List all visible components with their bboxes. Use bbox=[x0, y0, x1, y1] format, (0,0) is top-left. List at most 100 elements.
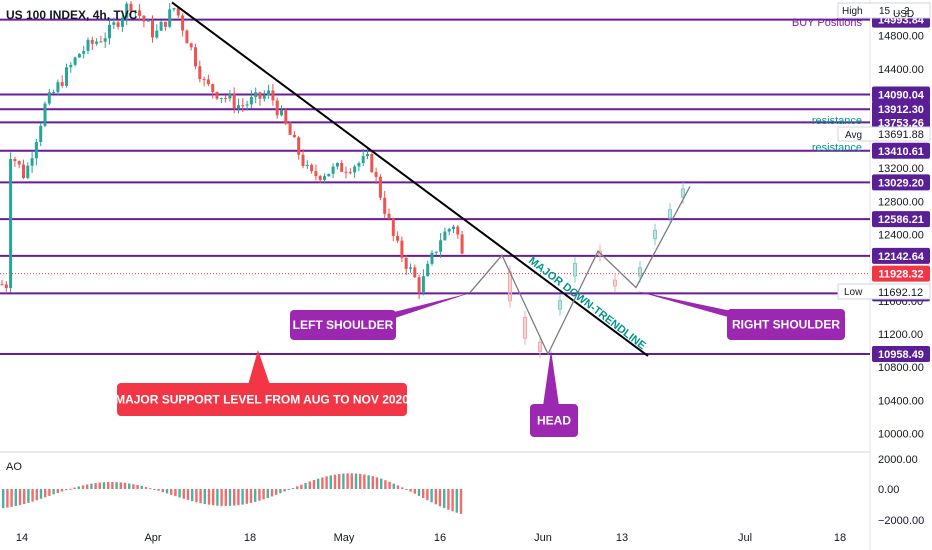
ao-bar bbox=[291, 488, 295, 490]
up-candle bbox=[228, 90, 232, 102]
ao-bar bbox=[249, 489, 253, 503]
candle-body bbox=[232, 94, 236, 109]
candle-body bbox=[77, 53, 81, 58]
down-candle bbox=[310, 163, 314, 174]
candle-body bbox=[129, 3, 133, 12]
candle-body bbox=[314, 171, 318, 177]
level-tag-label: 13029.20 bbox=[878, 177, 924, 189]
up-candle bbox=[331, 163, 335, 178]
level-tag bbox=[872, 142, 930, 159]
candles bbox=[0, 1, 685, 359]
candle-body bbox=[443, 231, 447, 241]
ao-bar bbox=[195, 489, 198, 503]
ao-bar bbox=[128, 483, 131, 489]
down-candle bbox=[176, 7, 180, 19]
price-axis[interactable]: 14800.0014400.0013600.0013200.0012800.00… bbox=[837, 2, 931, 527]
up-candle bbox=[335, 162, 339, 170]
ao-bar bbox=[296, 486, 299, 489]
up-candle bbox=[108, 17, 111, 45]
candle-body bbox=[370, 153, 374, 173]
candle-body bbox=[348, 172, 352, 174]
ao-bar bbox=[203, 489, 206, 505]
head-callout: HEAD bbox=[530, 350, 578, 437]
up-candle bbox=[103, 32, 107, 49]
ao-bar bbox=[304, 483, 307, 489]
ao-tick-label: 0.00 bbox=[878, 484, 899, 496]
time-axis[interactable]: 14 Apr 18 May 16 Jun 13 Jul 18 bbox=[16, 532, 846, 544]
left-shoulder-callout-label: LEFT SHOULDER bbox=[293, 318, 394, 332]
candle-body bbox=[39, 125, 43, 143]
candle-body bbox=[417, 277, 421, 293]
candle-body bbox=[668, 209, 672, 219]
ao-bar bbox=[44, 489, 47, 498]
annotations: US 100 INDEX, 4h, TVC BUY Positions resist… bbox=[6, 8, 862, 437]
up-candle bbox=[30, 151, 34, 173]
candle-body bbox=[138, 10, 142, 16]
price-tick-label: 10000.00 bbox=[878, 428, 924, 440]
ao-bar bbox=[312, 480, 316, 489]
up-candle bbox=[73, 56, 77, 67]
candle-body bbox=[573, 263, 577, 277]
high-label: High bbox=[842, 6, 863, 17]
ao-bar bbox=[388, 481, 391, 489]
up-candle bbox=[52, 89, 56, 94]
up-candle bbox=[434, 251, 438, 256]
down-candle bbox=[129, 1, 133, 16]
candle-body bbox=[146, 20, 150, 22]
down-candle bbox=[142, 14, 146, 28]
price-tick-label: 11200.00 bbox=[878, 329, 923, 341]
candle-body bbox=[95, 41, 99, 44]
candle-body bbox=[172, 8, 176, 10]
up-candle bbox=[305, 160, 309, 169]
ao-bar bbox=[241, 489, 244, 505]
candle-body bbox=[159, 21, 163, 31]
ao-bar bbox=[6, 489, 9, 508]
projected-up-candle bbox=[573, 256, 577, 283]
support-callout-pointer bbox=[248, 350, 270, 385]
candle-body bbox=[430, 252, 434, 264]
candle-body bbox=[452, 226, 455, 230]
candle-body bbox=[396, 235, 400, 241]
candle-body bbox=[318, 176, 322, 180]
ao-bar bbox=[65, 489, 68, 491]
down-candle bbox=[0, 280, 4, 286]
candle-body bbox=[344, 171, 348, 173]
candle-body bbox=[52, 92, 56, 94]
candle-body bbox=[653, 229, 657, 240]
candle-body bbox=[34, 142, 38, 159]
up-candle bbox=[172, 7, 176, 12]
ao-bar bbox=[233, 489, 236, 506]
up-candle bbox=[43, 101, 47, 128]
candle-body bbox=[460, 234, 464, 254]
candle-body bbox=[0, 284, 4, 286]
ao-bar bbox=[207, 489, 211, 505]
ao-bar bbox=[237, 489, 240, 506]
down-candle bbox=[318, 174, 322, 184]
down-candle bbox=[413, 264, 417, 278]
candle-body bbox=[176, 8, 180, 16]
candle-body bbox=[434, 251, 438, 253]
candle-body bbox=[47, 92, 51, 104]
down-candle bbox=[344, 166, 348, 179]
ao-bar bbox=[23, 489, 26, 505]
candle-body bbox=[301, 154, 305, 167]
candle-body bbox=[26, 165, 30, 178]
down-candle bbox=[241, 97, 245, 113]
ao-bar bbox=[321, 477, 324, 489]
right-shoulder-callout-label: RIGHT SHOULDER bbox=[732, 318, 840, 332]
price-tick-label: 12800.00 bbox=[878, 196, 924, 208]
ao-bar bbox=[140, 485, 143, 489]
ao-bar bbox=[186, 489, 190, 501]
candle-body bbox=[456, 226, 460, 235]
down-candle bbox=[340, 160, 344, 173]
ao-bar bbox=[60, 489, 64, 492]
ao-bar bbox=[409, 489, 412, 492]
ao-title: AO bbox=[6, 461, 22, 473]
major-down-trendline bbox=[171, 1, 649, 357]
down-candle bbox=[163, 21, 167, 31]
candle-body bbox=[267, 90, 271, 96]
up-candle bbox=[69, 61, 73, 73]
down-candle bbox=[215, 91, 219, 101]
trendlines bbox=[171, 1, 691, 357]
ao-bar bbox=[182, 489, 185, 499]
